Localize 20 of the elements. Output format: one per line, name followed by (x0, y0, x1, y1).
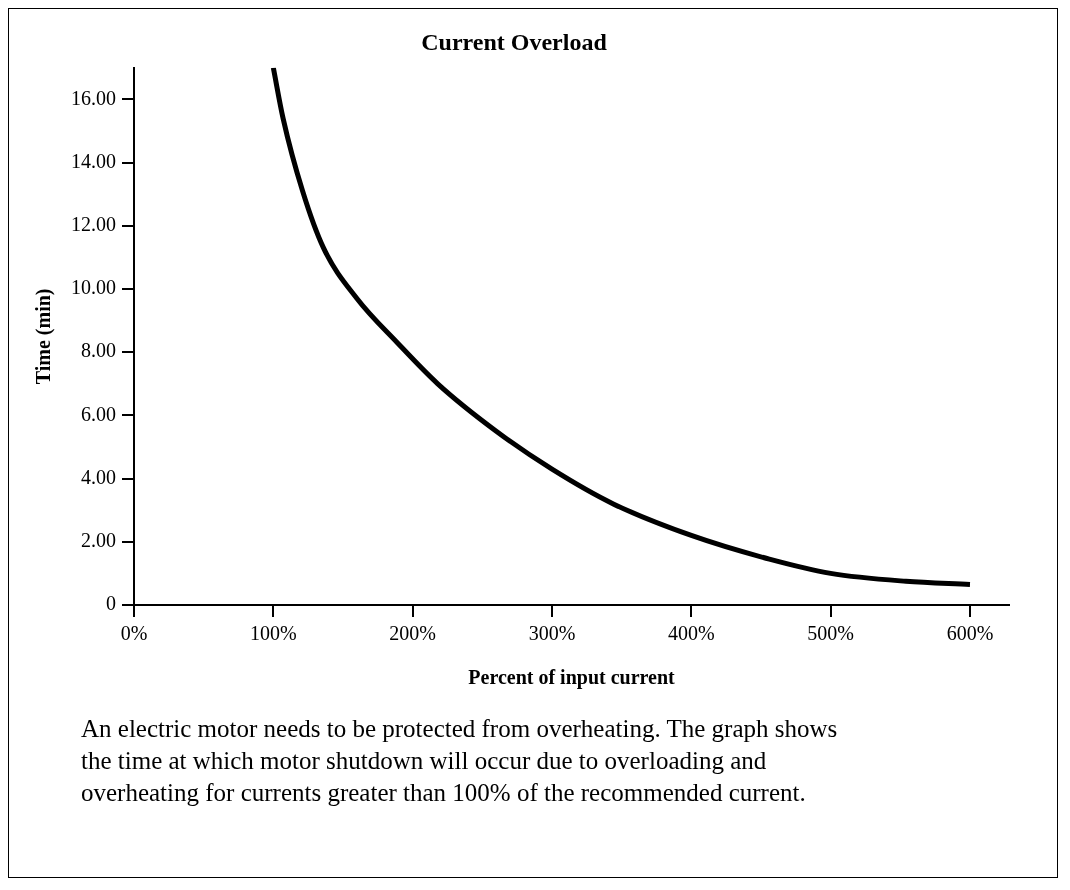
y-tick-label: 10.00 (71, 276, 116, 299)
x-tick-label: 500% (807, 622, 854, 645)
y-tick-label: 12.00 (71, 213, 116, 236)
x-tick-label: 200% (389, 622, 436, 645)
y-axis-title: Time (min) (32, 288, 56, 385)
y-tick-label: 14.00 (71, 149, 116, 172)
text: An electric motor needs to be protected from overheating. The graph shows the time at which motor shutdown will occur due to overloading and overheating for currents greater than 100% of the recommended current. (81, 714, 839, 808)
chart-title: Current Overload (421, 28, 608, 55)
y-tick-label: 6.00 (81, 402, 116, 425)
x-tick-label: 400% (667, 622, 715, 645)
x-axis-title: Percent of input current (468, 666, 676, 690)
x-tick-label: 100% (250, 622, 297, 645)
y-tick-label: 16.00 (71, 86, 116, 109)
x-tick-label: 600% (946, 622, 994, 645)
y-tick-label: 2.00 (81, 529, 116, 552)
y-tick-label: 8.00 (81, 339, 116, 362)
y-tick-label: 4.00 (81, 465, 116, 488)
x-tick-label: 0% (120, 622, 148, 645)
y-tick-label: 0 (106, 592, 116, 615)
x-tick-label: 300% (528, 622, 576, 645)
